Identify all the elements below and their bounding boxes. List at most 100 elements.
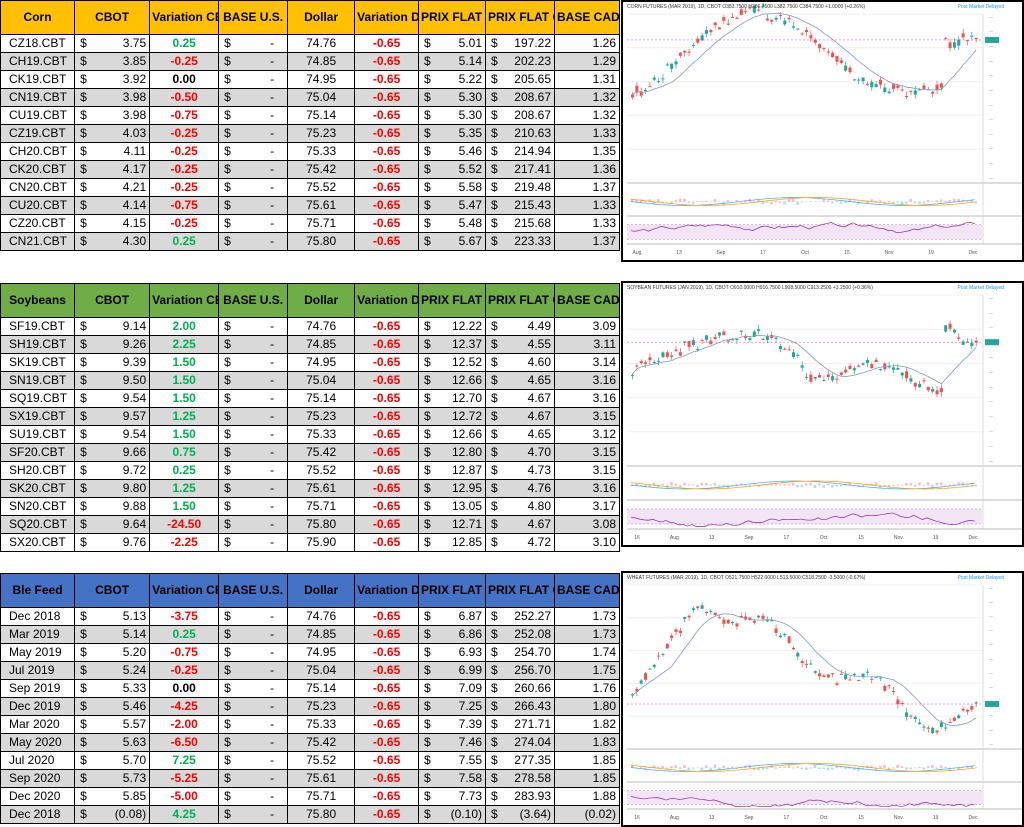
table-row: Jul 2020 $5.70 7.25 $ -75.52 -0.65 $7.55 $277.3…: [0, 751, 620, 770]
cbot-cell: $4.17: [74, 160, 151, 179]
svg-text:—: —: [989, 599, 993, 604]
base-cad-cell: 1.85: [554, 769, 620, 788]
svg-text:—: —: [989, 160, 993, 165]
base-us-cell: $ -: [218, 715, 289, 734]
dollar-cell: 75.71: [287, 787, 356, 806]
dollar-cell: 75.61: [287, 769, 356, 788]
dollar-cell: 75.80: [287, 515, 356, 534]
prix-bu-cell: $7.39: [418, 715, 486, 734]
prix-bu-cell: $12.52: [418, 353, 486, 372]
prix-bu-cell: $13.05: [418, 497, 486, 516]
prix-mt-cell: $266.43: [485, 697, 555, 716]
contract-cell: Jul 2020: [0, 751, 76, 770]
ble-header-prix-mt: PRIX FLAT CDN$ / MT: [485, 573, 555, 608]
table-row: Dec 2020 $5.85 -5.00 $ -75.71 -0.65 $7.73 $283.…: [0, 787, 620, 806]
contract-cell: May 2020: [0, 733, 76, 752]
table-row: May 2019 $5.20 -0.75 $ -74.95 -0.65 $6.93 $254.…: [0, 643, 620, 662]
prix-bu-cell: $7.25: [418, 697, 486, 716]
contract-cell: CH19.CBT: [0, 52, 76, 71]
contract-cell: SF19.CBT: [0, 317, 76, 336]
table-row: SN20.CBT $9.88 1.50 $ -75.71 -0.65 $13.05 $4.80…: [0, 497, 620, 516]
cbot-cell: $3.85: [74, 52, 151, 71]
soybean-futures-chart[interactable]: SOYBEAN FUTURES (JAN 2019), 1D, CBOT O91…: [621, 281, 1024, 547]
variation-dollar-cell: -0.65: [354, 353, 420, 372]
prix-bu-cell: $12.37: [418, 335, 486, 354]
svg-text:—: —: [989, 102, 993, 107]
ble-header-base-us: BASE U.S.: [218, 573, 289, 608]
wheat-time-label: Sep: [745, 815, 754, 821]
variation-dollar-cell: -0.65: [354, 715, 420, 734]
corn-header-name: Corn: [0, 0, 76, 35]
prix-bu-cell: $12.80: [418, 443, 486, 462]
cbot-cell: $9.54: [74, 389, 151, 408]
cbot-cell: $9.54: [74, 425, 151, 444]
corn-header-prix-mt: PRIX FLAT CDN$ / MT: [485, 0, 555, 35]
cbot-cell: $5.24: [74, 661, 151, 680]
base-cad-cell: 1.75: [554, 661, 620, 680]
variation-cbot-cell: 2.00: [149, 317, 220, 336]
contract-cell: Dec 2019: [0, 697, 76, 716]
wheat-chart-status[interactable]: Post Market Delayed: [957, 575, 1004, 581]
prix-mt-cell: $215.43: [485, 196, 555, 215]
base-cad-cell: 1.29: [554, 52, 620, 71]
base-us-cell: $ -: [218, 70, 289, 89]
table-row: Mar 2020 $5.57 -2.00 $ -75.33 -0.65 $7.39 $271.…: [0, 715, 620, 734]
variation-dollar-cell: -0.65: [354, 661, 420, 680]
base-us-cell: $ -: [218, 769, 289, 788]
variation-cbot-cell: 2.25: [149, 335, 220, 354]
corn-futures-chart[interactable]: CORN FUTURES (MAR 2019), 1D, CBOT O383.7…: [621, 0, 1024, 262]
base-us-cell: $ -: [218, 625, 289, 644]
ble-header-cbot: CBOT: [74, 573, 151, 608]
variation-cbot-cell: -2.25: [149, 533, 220, 552]
prix-mt-cell: $202.23: [485, 52, 555, 71]
variation-cbot-cell: -5.25: [149, 769, 220, 788]
svg-text:—: —: [989, 325, 993, 330]
contract-cell: Dec 2018: [0, 607, 76, 626]
corn-chart-status[interactable]: Post Market Delayed: [957, 4, 1004, 10]
prix-bu-cell: $ (0.10): [418, 805, 486, 824]
cbot-cell: $9.80: [74, 479, 151, 498]
dollar-cell: 74.76: [287, 34, 356, 53]
soy-time-label: 15: [858, 535, 864, 541]
cbot-cell: $4.15: [74, 214, 151, 233]
soybean-chart-status[interactable]: Post Market Delayed: [957, 285, 1004, 291]
table-row: Sep 2019 $5.33 0.00 $ -75.14 -0.65 $7.09 $260.6…: [0, 679, 620, 698]
dollar-cell: 74.76: [287, 317, 356, 336]
variation-dollar-cell: -0.65: [354, 178, 420, 197]
dollar-cell: 75.52: [287, 461, 356, 480]
corn-header-row: Corn CBOT Variation CBOT BASE U.S. Dolla…: [0, 0, 620, 35]
contract-cell: SK19.CBT: [0, 353, 76, 372]
prix-mt-cell: $197.22: [485, 34, 555, 53]
contract-cell: SU19.CBT: [0, 425, 76, 444]
contract-cell: CH20.CBT: [0, 142, 76, 161]
svg-text:—: —: [989, 628, 993, 633]
svg-text:—: —: [989, 428, 993, 433]
wheat-time-label: 19: [933, 815, 939, 821]
wheat-futures-chart[interactable]: WHEAT FUTURES (MAR 2019), 1D, CBOT O521.…: [621, 571, 1024, 827]
soybean-header-variation-dollar: Variation Dollar: [354, 283, 420, 318]
table-row: CH20.CBT $4.11 -0.25 $ -75.33 -0.65 $5.46 $214.…: [0, 142, 620, 161]
soybean-header-name: Soybeans: [0, 283, 76, 318]
base-cad-cell: 1.33: [554, 214, 620, 233]
prix-mt-cell: $4.72: [485, 533, 555, 552]
dollar-cell: 75.80: [287, 805, 356, 824]
svg-text:—: —: [989, 58, 993, 63]
svg-text:—: —: [989, 87, 993, 92]
corn-header-base-cad: BASE CAD: [554, 0, 620, 35]
cbot-cell: $3.98: [74, 88, 151, 107]
contract-cell: Dec 2020: [0, 787, 76, 806]
prix-bu-cell: $12.66: [418, 425, 486, 444]
table-row: SH20.CBT $9.72 0.25 $ -75.52 -0.65 $12.87 $4.73…: [0, 461, 620, 480]
dollar-cell: 75.14: [287, 679, 356, 698]
variation-cbot-cell: 0.00: [149, 679, 220, 698]
svg-text:—: —: [989, 585, 993, 590]
base-cad-cell: 1.73: [554, 625, 620, 644]
soy-time-label: Oct: [820, 535, 828, 541]
contract-cell: CK20.CBT: [0, 160, 76, 179]
ble-header-dollar: Dollar: [287, 573, 356, 608]
table-row: CN21.CBT $4.30 0.25 $ -75.80 -0.65 $5.67 $223.3…: [0, 232, 620, 251]
prix-bu-cell: $5.52: [418, 160, 486, 179]
corn-table-body: CZ18.CBT $3.75 0.25 $ -74.76 -0.65 $5.01 $197.2…: [0, 34, 620, 251]
variation-cbot-cell: -0.75: [149, 643, 220, 662]
